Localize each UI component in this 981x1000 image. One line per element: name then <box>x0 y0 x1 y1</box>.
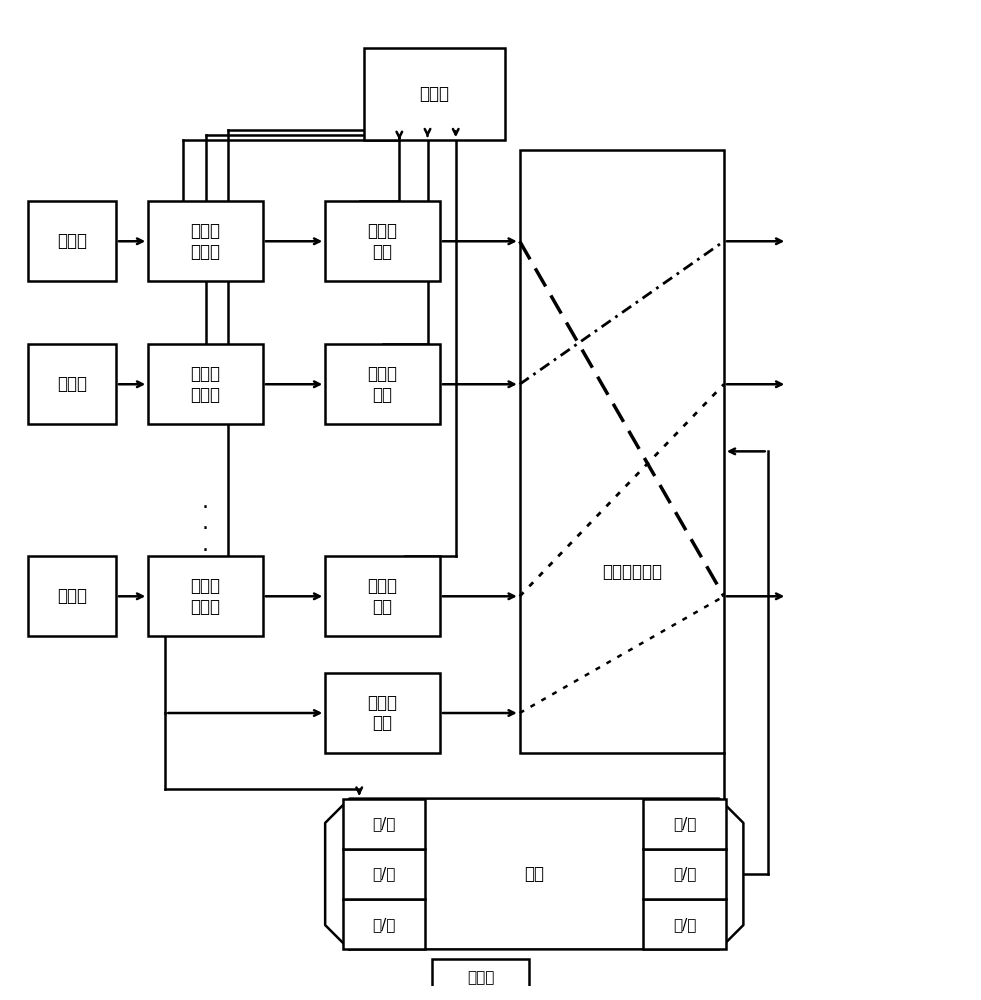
Bar <box>325 556 439 636</box>
Text: 交换机: 交换机 <box>57 375 87 393</box>
Text: 光/电: 光/电 <box>373 917 395 932</box>
Text: 光/电: 光/电 <box>373 866 395 881</box>
Text: 光标签
提取器: 光标签 提取器 <box>190 222 221 261</box>
Bar <box>325 673 439 753</box>
Text: 波长转
换器: 波长转 换器 <box>368 577 397 616</box>
Text: 波长转
换器: 波长转 换器 <box>368 222 397 261</box>
Text: 阵列波导光栅: 阵列波导光栅 <box>602 563 662 581</box>
Bar <box>148 344 263 424</box>
Text: 光/电: 光/电 <box>673 917 697 932</box>
Bar <box>644 899 726 949</box>
Bar <box>325 201 439 281</box>
Polygon shape <box>325 799 744 949</box>
Text: 光/电: 光/电 <box>673 866 697 881</box>
Bar <box>148 556 263 636</box>
Bar <box>28 344 116 424</box>
Text: 光标签
提取器: 光标签 提取器 <box>190 577 221 616</box>
Text: ·: · <box>202 498 209 518</box>
Text: 光标签
提取器: 光标签 提取器 <box>190 365 221 404</box>
Bar <box>342 799 426 849</box>
Bar <box>325 344 439 424</box>
Text: 交换机: 交换机 <box>57 232 87 250</box>
Bar <box>148 201 263 281</box>
Bar <box>342 849 426 899</box>
Bar <box>342 899 426 949</box>
Text: ·: · <box>202 519 209 539</box>
Text: 波长转
换器: 波长转 换器 <box>368 365 397 404</box>
Bar <box>644 799 726 849</box>
Bar <box>520 150 724 753</box>
Bar <box>28 556 116 636</box>
Text: 光/电: 光/电 <box>673 816 697 831</box>
Bar <box>28 201 116 281</box>
Bar <box>364 48 505 140</box>
Text: ·: · <box>202 541 209 561</box>
Bar <box>433 959 530 996</box>
Text: 控制器: 控制器 <box>467 970 494 985</box>
Text: 控制器: 控制器 <box>420 85 449 103</box>
Bar <box>644 849 726 899</box>
Text: 光/电: 光/电 <box>373 816 395 831</box>
Text: 波长转
换器: 波长转 换器 <box>368 694 397 732</box>
Text: 交换机: 交换机 <box>57 587 87 605</box>
Text: 缓存: 缓存 <box>524 865 544 883</box>
